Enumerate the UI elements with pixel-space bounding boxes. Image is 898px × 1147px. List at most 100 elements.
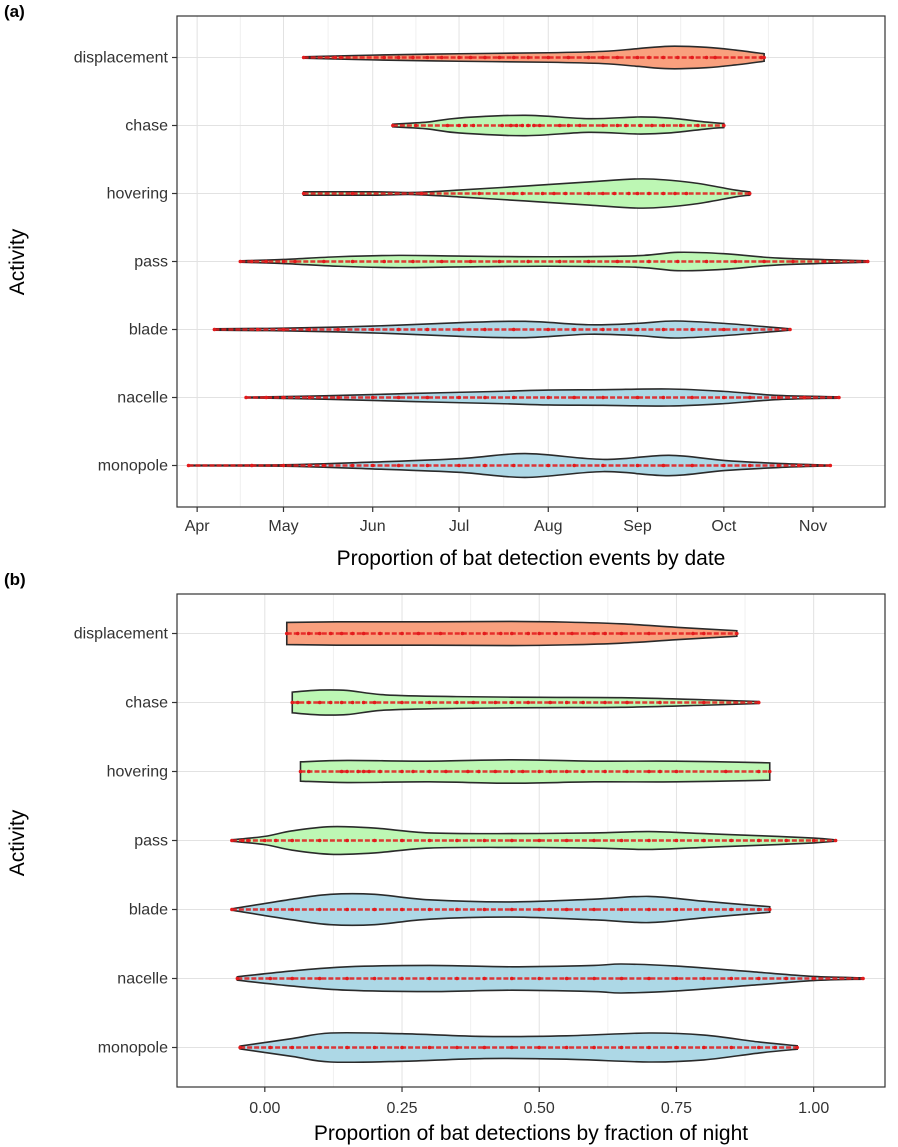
data-point-monopole <box>482 1045 487 1050</box>
data-point-chase <box>350 700 355 705</box>
data-point-blade <box>230 907 234 912</box>
data-point-hovering <box>361 769 366 774</box>
data-point-monopole <box>601 463 605 468</box>
data-point-chase <box>615 123 620 128</box>
data-point-pass <box>647 259 651 264</box>
data-point-pass <box>619 838 624 843</box>
data-point-monopole <box>546 463 551 468</box>
data-point-pass <box>592 838 596 843</box>
category-label: pass <box>134 833 168 850</box>
data-point-hovering <box>509 769 514 774</box>
data-point-displacement <box>570 631 574 636</box>
data-point-monopole <box>647 1045 651 1050</box>
data-point-displacement <box>586 55 591 60</box>
data-point-monopole <box>317 1045 322 1050</box>
data-point-displacement <box>457 55 461 60</box>
data-point-chase <box>658 700 662 705</box>
data-point-pass <box>647 838 651 843</box>
data-point-blade <box>747 327 752 332</box>
data-point-monopole <box>592 1045 596 1050</box>
data-point-pass <box>537 838 542 843</box>
data-point-pass <box>400 838 404 843</box>
data-point-chase <box>400 700 404 705</box>
data-point-displacement <box>537 631 542 636</box>
data-point-displacement <box>690 55 694 60</box>
data-point-chase <box>372 700 377 705</box>
data-point-nacelle <box>756 976 761 981</box>
data-point-pass <box>784 838 789 843</box>
data-point-hovering <box>635 191 640 196</box>
data-point-nacelle <box>861 976 865 981</box>
data-point-blade <box>722 327 726 332</box>
x-tick-label: 1.00 <box>798 1100 829 1117</box>
data-point-monopole <box>370 463 375 468</box>
data-point-chase <box>509 123 513 128</box>
data-point-blade <box>592 907 596 912</box>
data-point-nacelle <box>235 976 240 981</box>
data-point-blade <box>647 907 651 912</box>
x-tick-label: Jun <box>360 518 386 535</box>
data-point-nacelle <box>427 976 432 981</box>
data-point-monopole <box>455 1045 459 1050</box>
data-point-pass <box>702 838 706 843</box>
data-point-pass <box>526 259 530 264</box>
data-point-hovering <box>520 191 525 196</box>
data-point-displacement <box>284 631 289 636</box>
data-point-chase <box>471 700 476 705</box>
data-point-chase <box>638 123 643 128</box>
data-point-nacelle <box>572 395 576 400</box>
data-point-displacement <box>400 631 404 636</box>
data-point-blade <box>767 907 772 912</box>
data-point-monopole <box>509 1045 514 1050</box>
data-point-displacement <box>566 55 571 60</box>
data-point-pass <box>439 259 444 264</box>
data-point-displacement <box>713 55 717 60</box>
data-point-monopole <box>268 1045 273 1050</box>
data-point-monopole <box>290 1045 295 1050</box>
data-point-nacelle <box>776 395 781 400</box>
data-point-displacement <box>635 55 640 60</box>
data-point-monopole <box>635 463 640 468</box>
data-point-hovering <box>356 769 360 774</box>
x-tick-label: May <box>268 518 298 535</box>
data-point-hovering <box>563 191 568 196</box>
data-point-displacement <box>601 55 605 60</box>
data-point-displacement <box>438 631 443 636</box>
data-point-monopole <box>747 463 752 468</box>
data-point-pass <box>382 259 387 264</box>
data-point-pass <box>345 838 349 843</box>
data-point-displacement <box>378 631 382 636</box>
data-point-displacement <box>497 55 502 60</box>
data-point-chase <box>317 700 322 705</box>
data-point-chase <box>661 123 666 128</box>
category-label: hovering <box>107 764 168 781</box>
data-point-monopole <box>619 1045 624 1050</box>
x-tick-label: Apr <box>185 518 211 535</box>
data-point-nacelle <box>281 395 286 400</box>
data-point-chase <box>696 123 700 128</box>
data-point-chase <box>509 700 514 705</box>
data-point-displacement <box>425 55 430 60</box>
data-point-hovering <box>601 191 605 196</box>
data-point-blade <box>674 907 679 912</box>
data-point-hovering <box>367 769 371 774</box>
data-point-displacement <box>526 631 531 636</box>
data-point-hovering <box>298 769 303 774</box>
data-point-hovering <box>767 769 772 774</box>
category-label: blade <box>129 322 168 339</box>
data-point-hovering <box>552 191 556 196</box>
data-point-chase <box>493 700 498 705</box>
data-point-chase <box>526 700 531 705</box>
data-point-nacelle <box>455 976 459 981</box>
data-point-monopole <box>396 463 401 468</box>
data-point-monopole <box>795 1045 799 1050</box>
data-point-chase <box>722 123 726 128</box>
data-point-displacement <box>546 55 551 60</box>
data-point-hovering <box>540 191 545 196</box>
data-point-monopole <box>702 1045 706 1050</box>
data-point-displacement <box>328 631 333 636</box>
data-point-blade <box>729 907 734 912</box>
data-point-pass <box>675 259 680 264</box>
data-point-chase <box>391 123 395 128</box>
data-point-nacelle <box>784 976 789 981</box>
